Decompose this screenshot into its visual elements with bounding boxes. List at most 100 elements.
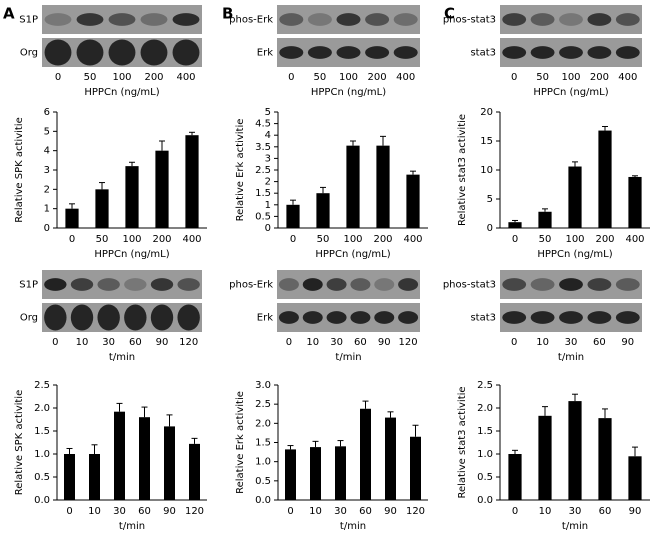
lane-label: 120 (179, 337, 198, 348)
blot-x-label: t/min (109, 352, 135, 363)
bar (185, 135, 199, 228)
blot-band (44, 278, 67, 291)
x-tick-label: 120 (185, 506, 204, 517)
x-tick-label: 60 (138, 506, 151, 517)
x-axis-label: t/min (340, 521, 366, 532)
error-bar (166, 414, 173, 427)
lane-label: 50 (84, 72, 97, 83)
lane-label: 100 (561, 72, 580, 83)
blot-band (150, 278, 174, 291)
lane-label: 50 (314, 72, 327, 83)
blot-strip (277, 270, 420, 299)
y-tick-label: 3.0 (255, 380, 271, 391)
blot-band (326, 311, 347, 324)
y-tick-label: 1 (44, 204, 50, 215)
error-bar (350, 140, 356, 146)
lane-label: 200 (590, 72, 609, 83)
blot-band (76, 13, 104, 26)
bar (65, 208, 79, 228)
error-bar (312, 440, 319, 448)
lane-label: 120 (399, 337, 418, 348)
blot-band (279, 46, 304, 59)
error-bar (602, 408, 608, 419)
y-tick-label: 0.5 (477, 472, 493, 483)
blot-band (70, 304, 94, 331)
lane-label: 30 (330, 337, 343, 348)
lane-label: 10 (76, 337, 89, 348)
bar (508, 222, 522, 228)
y-tick-label: 5 (265, 107, 271, 118)
y-tick-label: 0.0 (477, 495, 493, 506)
y-axis-label: Relative stat3 activitie (457, 114, 468, 226)
error-bar (572, 393, 578, 402)
blot-band (502, 13, 527, 26)
x-tick-label: 50 (539, 234, 552, 245)
bar (125, 166, 139, 228)
blot-band (172, 13, 200, 26)
blot-row-label: stat3 (470, 48, 496, 59)
blot-band (393, 13, 418, 26)
bar (316, 193, 330, 228)
y-tick-label: 5 (487, 194, 493, 205)
blot-x-label: HPPCn (ng/mL) (311, 87, 386, 98)
y-tick-label: 0 (487, 223, 493, 234)
blot-band (307, 13, 332, 26)
y-tick-label: 3 (265, 153, 271, 164)
error-bar (512, 219, 518, 223)
blot-row-label: Erk (257, 313, 273, 324)
y-tick-label: 5 (44, 126, 50, 137)
blot-band (172, 39, 200, 66)
blot-band (44, 39, 72, 66)
x-tick-label: 120 (406, 506, 425, 517)
bar (310, 447, 321, 500)
blot-band (502, 46, 527, 59)
bar (410, 436, 421, 500)
y-axis-label: Relative Erk activitie (235, 391, 246, 494)
error-bar (99, 182, 105, 190)
blot-band (559, 46, 583, 59)
blot-band (615, 278, 640, 291)
y-tick-label: 3 (44, 165, 50, 176)
y-axis-label: Relative Erk activitie (235, 119, 246, 222)
y-tick-label: 1 (265, 200, 271, 211)
x-tick-label: 30 (113, 506, 126, 517)
x-tick-label: 0 (512, 506, 518, 517)
bar (598, 418, 612, 500)
x-tick-label: 100 (565, 234, 584, 245)
blot-band (559, 278, 583, 291)
y-tick-label: 2.0 (34, 403, 50, 414)
y-tick-label: 2 (44, 184, 50, 195)
x-axis-label: t/min (562, 521, 588, 532)
error-bar (412, 424, 419, 437)
x-axis-label: HPPCn (ng/mL) (537, 249, 612, 260)
lane-label: 10 (306, 337, 319, 348)
blot-band (307, 46, 332, 59)
bar (89, 454, 100, 500)
blot-band (302, 311, 323, 324)
blot-band (336, 13, 361, 26)
bar (164, 426, 175, 500)
blot-row-label: phos-stat3 (443, 280, 496, 291)
blot-band (279, 13, 304, 26)
blot-band (393, 46, 418, 59)
error-bar (542, 406, 548, 416)
y-tick-label: 0.0 (34, 495, 50, 506)
y-tick-label: 1.0 (34, 449, 50, 460)
blot-band (76, 39, 104, 66)
x-tick-label: 100 (122, 234, 141, 245)
lane-label: 60 (593, 337, 606, 348)
error-bar (632, 175, 638, 177)
blot-band (336, 46, 361, 59)
y-tick-label: 0.5 (255, 211, 271, 222)
bar (376, 145, 390, 228)
x-tick-label: 0 (290, 234, 296, 245)
x-tick-label: 0 (287, 506, 293, 517)
y-tick-label: 0 (265, 223, 271, 234)
y-tick-label: 1.5 (477, 426, 493, 437)
blot-band (177, 304, 200, 331)
lane-label: 60 (354, 337, 367, 348)
blot-band (44, 304, 67, 331)
blot-band (97, 304, 120, 331)
error-bar (632, 446, 638, 457)
